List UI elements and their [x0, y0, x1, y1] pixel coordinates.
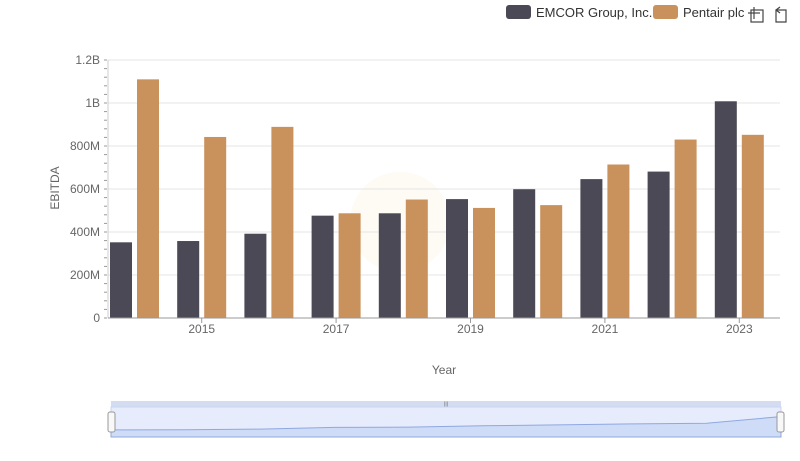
bar-emcor-2017[interactable]	[311, 215, 334, 318]
legend: EMCOR Group, Inc. Pentair plc	[506, 5, 745, 20]
bar-emcor-2018[interactable]	[378, 213, 401, 318]
bar-pentair-2019[interactable]	[473, 207, 495, 318]
bar-pentair-2016[interactable]	[271, 126, 294, 319]
y-tick-label: 200M	[70, 268, 100, 282]
bar-emcor-2023[interactable]	[714, 101, 737, 318]
bar-pentair-2020[interactable]	[540, 205, 563, 318]
navigator-grip-icon: |||	[444, 402, 449, 408]
bar-emcor-2021[interactable]	[580, 179, 603, 318]
legend-label-pentair: Pentair plc	[683, 5, 745, 20]
legend-item-pentair[interactable]: Pentair plc	[653, 5, 745, 20]
navigator-right-handle[interactable]	[776, 411, 785, 433]
x-tick-label: 2019	[457, 322, 484, 336]
y-tick-label: 800M	[70, 139, 100, 153]
reset-zoom-icon[interactable]	[775, 6, 787, 23]
zoom-crosshair-icon[interactable]	[748, 7, 764, 23]
y-tick-label: 400M	[70, 225, 100, 239]
bar-pentair-2022[interactable]	[674, 139, 697, 318]
y-tick-label: 1.2B	[75, 53, 100, 67]
y-tick-label: 0	[93, 311, 100, 325]
y-axis-title: EBITDA	[48, 166, 62, 209]
legend-item-emcor[interactable]: EMCOR Group, Inc.	[506, 5, 652, 20]
bar-emcor-2015[interactable]	[177, 241, 200, 318]
navigator-left-handle[interactable]	[107, 411, 116, 433]
x-tick-label: 2017	[323, 322, 350, 336]
y-tick-label: 1B	[85, 96, 100, 110]
bar-emcor-2020[interactable]	[513, 189, 536, 318]
x-tick-label: 2023	[726, 322, 753, 336]
bar-pentair-2017[interactable]	[338, 213, 361, 318]
bars	[110, 79, 764, 319]
bar-pentair-2014[interactable]	[137, 79, 159, 318]
legend-swatch-emcor	[506, 5, 531, 19]
legend-label-emcor: EMCOR Group, Inc.	[536, 5, 652, 20]
bar-pentair-2018[interactable]	[405, 199, 428, 318]
bar-emcor-2019[interactable]	[446, 199, 468, 318]
bar-pentair-2021[interactable]	[607, 164, 630, 318]
legend-swatch-pentair	[653, 5, 678, 19]
range-navigator[interactable]: |||	[107, 401, 785, 438]
bar-emcor-2016[interactable]	[244, 233, 267, 318]
x-tick-label: 2015	[188, 322, 215, 336]
x-axis: 2015 2017 2019 2021 2023	[108, 317, 780, 336]
x-axis-title: Year	[432, 363, 456, 377]
bar-emcor-2022[interactable]	[647, 171, 670, 318]
navigator-handle-bar[interactable]	[111, 401, 781, 407]
x-tick-label: 2021	[592, 322, 619, 336]
bar-pentair-2015[interactable]	[204, 136, 227, 318]
y-axis-ticks: 0 200M 400M 600M 800M 1B 1.2B	[70, 53, 109, 325]
bar-pentair-2023[interactable]	[741, 134, 764, 318]
y-tick-label: 600M	[70, 182, 100, 196]
bar-emcor-2014[interactable]	[110, 242, 132, 318]
